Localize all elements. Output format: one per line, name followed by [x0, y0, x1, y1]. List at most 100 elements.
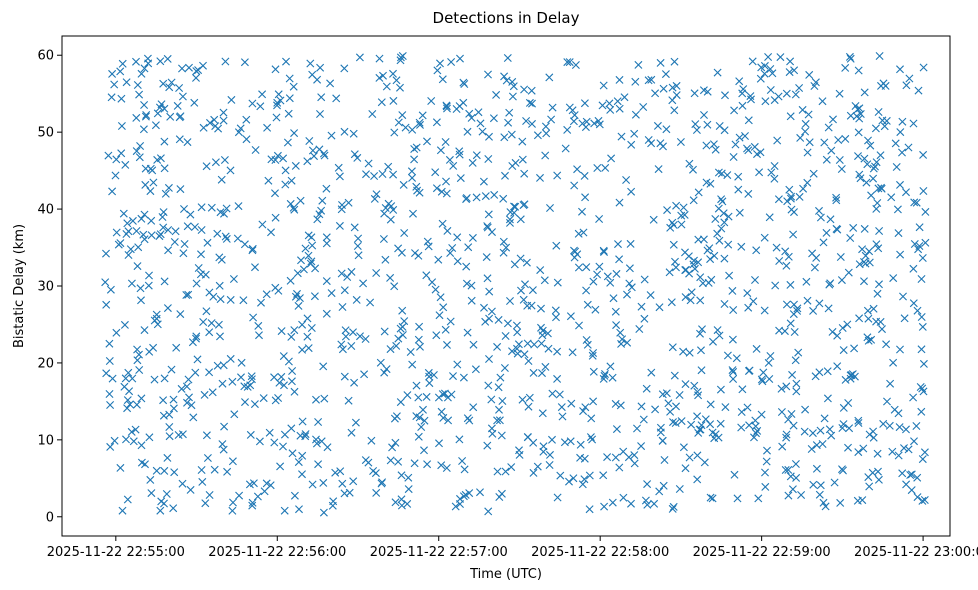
data-point [658, 390, 667, 399]
data-point [578, 480, 587, 489]
data-point [522, 258, 531, 267]
data-point [250, 400, 259, 409]
data-point [503, 319, 512, 328]
data-point [133, 356, 142, 365]
data-point [786, 472, 795, 481]
data-point [826, 215, 835, 224]
data-point [460, 465, 469, 474]
data-point [318, 196, 327, 205]
data-point [322, 233, 331, 242]
data-point [462, 195, 471, 204]
data-point [709, 337, 717, 346]
data-point [717, 195, 726, 204]
data-point [770, 162, 779, 170]
data-point [692, 126, 701, 134]
data-point [123, 396, 132, 405]
data-point [119, 209, 128, 218]
data-point [403, 391, 412, 400]
data-point [753, 426, 762, 435]
data-point [394, 334, 403, 343]
data-point [574, 263, 583, 272]
data-point [600, 371, 609, 380]
data-point [137, 458, 146, 467]
data-point [382, 82, 391, 91]
data-point [581, 193, 590, 202]
data-point [639, 415, 648, 424]
data-point [199, 318, 208, 326]
data-point [599, 471, 608, 480]
data-point [179, 249, 188, 258]
data-point [356, 332, 364, 341]
data-point [375, 73, 384, 82]
data-point [844, 268, 853, 277]
data-point [537, 323, 545, 332]
y-tick-label: 10 [37, 433, 54, 448]
data-point [380, 368, 389, 377]
data-point [615, 75, 624, 84]
data-point [326, 79, 335, 88]
data-point [355, 53, 364, 62]
data-point [916, 383, 925, 391]
data-point [747, 95, 755, 104]
data-point [452, 105, 461, 113]
data-point [404, 473, 413, 482]
data-point [510, 202, 518, 211]
data-point [713, 326, 722, 335]
data-point [749, 297, 758, 306]
data-point [772, 243, 781, 252]
data-point [746, 92, 755, 101]
data-point [443, 393, 452, 402]
data-point [353, 242, 362, 250]
data-point [790, 328, 799, 336]
data-point [101, 278, 110, 287]
data-point [528, 99, 536, 108]
data-point [147, 231, 156, 240]
data-point [846, 234, 855, 242]
data-point [666, 223, 675, 232]
data-point [869, 164, 878, 173]
data-point [789, 310, 798, 319]
data-point [152, 466, 161, 475]
data-point [853, 496, 862, 505]
data-point [392, 341, 401, 350]
data-point [498, 397, 507, 405]
data-point [854, 448, 863, 457]
data-point [286, 199, 295, 208]
data-point [422, 271, 431, 280]
data-point [659, 481, 668, 490]
data-point [160, 277, 169, 286]
data-point [839, 403, 848, 412]
data-point [795, 192, 804, 201]
data-point [859, 444, 868, 453]
data-point [614, 240, 622, 249]
data-point [378, 170, 387, 178]
data-point [412, 381, 421, 390]
data-point [205, 328, 214, 337]
data-point [623, 290, 631, 299]
data-point [170, 468, 179, 477]
data-point [874, 244, 883, 253]
data-point [690, 256, 698, 265]
data-point [889, 274, 898, 283]
data-point [277, 327, 286, 336]
data-point [287, 176, 296, 185]
data-point [255, 437, 264, 446]
data-point [312, 395, 320, 404]
data-point [440, 389, 449, 398]
data-point [419, 405, 427, 414]
data-point [619, 493, 628, 502]
data-point [114, 240, 123, 249]
data-point [196, 270, 205, 279]
data-point [484, 210, 493, 219]
data-point [698, 325, 706, 334]
data-point [823, 367, 832, 376]
data-point [322, 239, 331, 248]
data-point [761, 97, 770, 106]
data-point [670, 57, 679, 66]
data-point [689, 196, 698, 205]
data-point [794, 348, 803, 357]
data-point [676, 138, 685, 146]
data-point [105, 357, 114, 365]
data-point [519, 295, 528, 304]
data-point [786, 280, 795, 289]
